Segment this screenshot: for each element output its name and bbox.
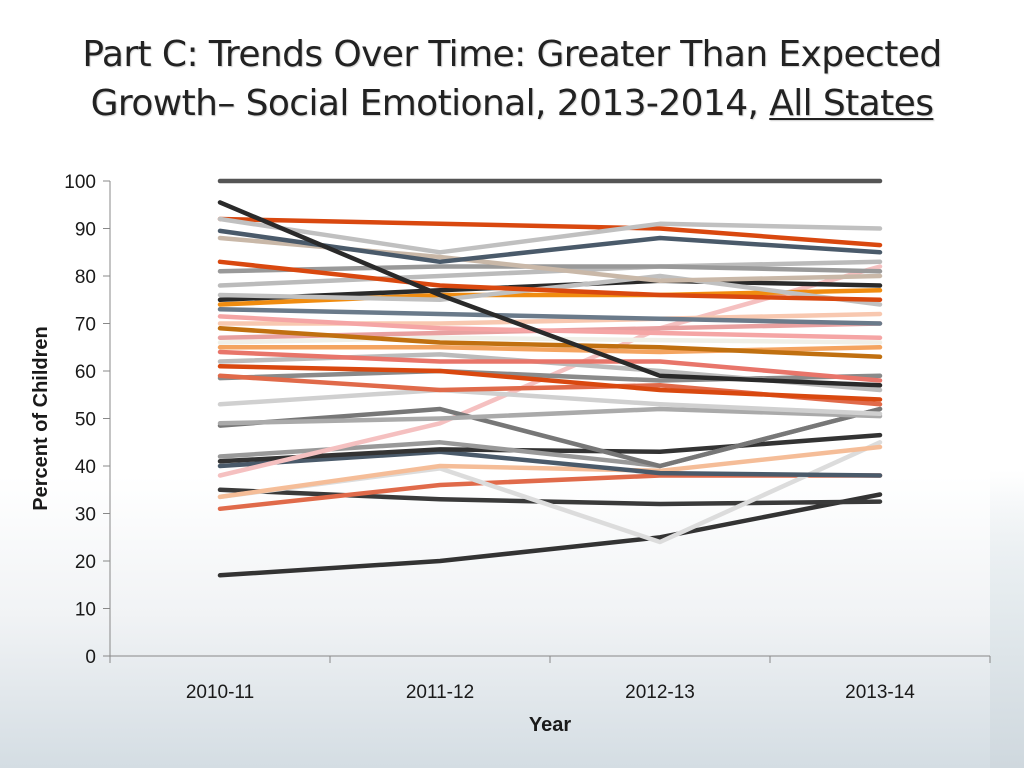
series-line-12 xyxy=(217,406,883,426)
series-line-34 xyxy=(217,216,883,248)
chart-labels: 0 10 20 30 40 50 60 70 80 90 100 2010-11 2011-12 2012… xyxy=(30,172,915,736)
series-line-35 xyxy=(217,216,883,255)
series-line-30 xyxy=(217,264,883,274)
y-tick-label: 80 xyxy=(75,267,96,288)
series-line-3 xyxy=(217,487,883,507)
series-line-13 xyxy=(217,387,883,417)
x-tick-label: 2012-13 xyxy=(625,682,695,703)
series-line-18 xyxy=(217,349,883,383)
y-tick-label: 70 xyxy=(75,315,96,336)
series-line-27 xyxy=(217,278,883,303)
background-accent-band xyxy=(990,470,1024,768)
series-line-8 xyxy=(217,432,883,464)
series-line-6 xyxy=(217,444,883,500)
series-line-22 xyxy=(217,326,883,360)
y-tick-label: 100 xyxy=(64,172,96,193)
series-line-24 xyxy=(217,314,883,341)
series-line-14 xyxy=(217,368,883,383)
y-tick-label: 20 xyxy=(75,552,96,573)
series-line-26 xyxy=(217,288,883,307)
series-line-28 xyxy=(217,273,883,307)
y-tick-label: 60 xyxy=(75,362,96,383)
y-tick-label: 50 xyxy=(75,410,96,431)
series-line-16 xyxy=(217,364,883,402)
chart-series xyxy=(217,178,883,578)
x-axis-title: Year xyxy=(529,714,571,736)
y-tick-label: 0 xyxy=(85,647,96,668)
series-line-19 xyxy=(217,345,883,355)
series-line-2 xyxy=(217,492,883,578)
y-tick-label: 10 xyxy=(75,600,96,621)
series-line-31 xyxy=(217,259,883,303)
series-line-11 xyxy=(217,406,883,469)
slide-title-emphasis: All States xyxy=(769,83,934,124)
series-line-20 xyxy=(217,335,883,345)
chart-axes xyxy=(103,180,991,663)
x-tick-label: 2011-12 xyxy=(406,682,474,703)
series-line-29 xyxy=(217,259,883,288)
y-tick-label: 40 xyxy=(75,457,96,478)
x-tick-label: 2010-11 xyxy=(186,682,254,703)
y-axis-title: Percent of Children xyxy=(30,326,52,510)
y-tick-label: 30 xyxy=(75,505,96,526)
slide-title: Part C: Trends Over Time: Greater Than E… xyxy=(20,30,1004,128)
series-line-25 xyxy=(217,307,883,326)
x-tick-label: 2013-14 xyxy=(845,682,915,703)
slide-title-text: Part C: Trends Over Time: Greater Than E… xyxy=(82,34,942,124)
series-line-7 xyxy=(217,449,883,478)
y-tick-label: 90 xyxy=(75,220,96,241)
series-line-36 xyxy=(217,200,883,388)
